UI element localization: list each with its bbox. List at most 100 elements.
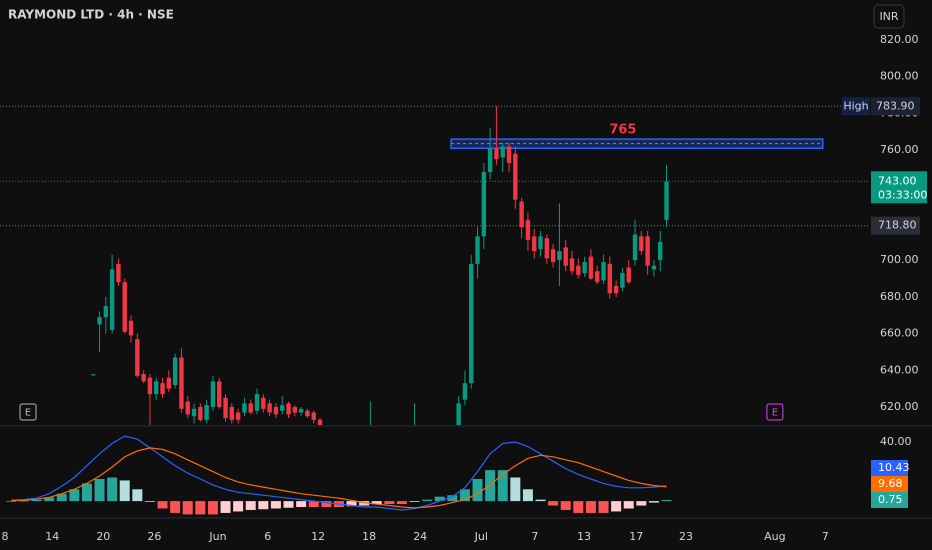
histogram-bar xyxy=(459,489,470,502)
candle-body xyxy=(204,405,209,420)
y-tick-label: 800.00 xyxy=(880,70,919,83)
candle-body xyxy=(469,263,474,384)
macd-pane xyxy=(6,435,672,515)
histogram-bar xyxy=(522,489,533,502)
histogram-bar xyxy=(81,483,92,502)
candle-body xyxy=(601,262,606,281)
histogram-bar xyxy=(182,501,193,515)
histogram-bar xyxy=(321,501,332,508)
histogram-bar xyxy=(447,495,458,502)
histogram-bar xyxy=(107,477,118,502)
x-tick-label: 26 xyxy=(147,530,161,543)
histogram-bar xyxy=(346,501,357,507)
histogram-bar xyxy=(296,501,307,508)
candle-body xyxy=(513,153,518,200)
event-marker[interactable] xyxy=(19,403,37,421)
event-label[interactable]: E xyxy=(25,408,31,419)
macd-tick-label: 40.00 xyxy=(880,435,912,448)
macd-value-label: 9.68 xyxy=(878,477,903,490)
y-tick-label: 660.00 xyxy=(880,327,919,340)
candle-body xyxy=(135,339,140,376)
candle-body xyxy=(109,269,115,330)
candle-body xyxy=(506,146,512,163)
histogram-bar xyxy=(283,501,294,508)
candle-body xyxy=(582,262,587,274)
signal-line xyxy=(11,447,667,509)
histogram-bar xyxy=(56,493,67,502)
candle-body xyxy=(198,407,203,420)
histogram-bar xyxy=(6,501,17,502)
candle-body xyxy=(317,419,323,425)
candle-body xyxy=(166,377,172,389)
histogram-bar xyxy=(245,501,256,510)
candle-body xyxy=(286,403,291,415)
candle-body xyxy=(311,412,316,420)
last-price: 743.00 xyxy=(878,174,917,187)
histogram-bar xyxy=(560,501,571,510)
histogram-bar xyxy=(371,501,382,505)
x-tick-label: 20 xyxy=(96,530,110,543)
candle-body xyxy=(538,236,543,250)
candle-body xyxy=(664,181,669,220)
candle-body xyxy=(651,265,657,270)
candle-body xyxy=(223,397,228,419)
histogram-bar xyxy=(422,499,433,502)
x-tick-label: Jun xyxy=(208,530,226,543)
histogram-bar xyxy=(258,501,269,510)
x-tick-label: 6 xyxy=(264,530,271,543)
x-tick-label: 24 xyxy=(413,530,427,543)
macd-value-box xyxy=(871,492,908,509)
histogram-bar xyxy=(69,489,80,502)
price-pane: 765 xyxy=(0,105,870,425)
candle-body xyxy=(563,247,568,266)
candle-body xyxy=(525,219,531,241)
candle-body xyxy=(103,306,109,318)
candle-body xyxy=(569,258,575,272)
candle-body xyxy=(626,267,631,283)
countdown: 03:33:00 xyxy=(878,188,927,201)
currency-label[interactable]: INR xyxy=(879,10,898,23)
candle-body xyxy=(261,397,266,409)
candle-body xyxy=(620,273,625,288)
histogram-bar xyxy=(144,501,155,502)
candle-body xyxy=(494,148,499,160)
y-tick-label: 700.00 xyxy=(880,253,919,266)
currency-button[interactable] xyxy=(873,4,905,29)
histogram-bar xyxy=(384,501,395,505)
histogram-bar xyxy=(497,470,508,502)
candle-body xyxy=(91,374,96,376)
candle-body xyxy=(519,201,524,228)
y-tick-label: 820.00 xyxy=(880,33,919,46)
y-tick-label: 680.00 xyxy=(880,290,919,303)
event-marker[interactable] xyxy=(766,403,784,421)
histogram-bar xyxy=(636,501,647,506)
candle-body xyxy=(613,285,619,294)
candle-body xyxy=(217,381,222,408)
histogram-bar xyxy=(510,477,521,502)
candle-body xyxy=(254,394,260,411)
candle-body xyxy=(242,403,247,413)
x-tick-label: 12 xyxy=(311,530,325,543)
candle-body xyxy=(487,148,493,173)
event-label[interactable]: E xyxy=(772,408,778,419)
macd-value-label: 0.75 xyxy=(878,493,903,506)
candle-body xyxy=(122,282,127,332)
candle-body xyxy=(280,405,285,411)
macd-value-label: 10.43 xyxy=(878,461,910,474)
candle-body xyxy=(500,146,505,158)
histogram-bar xyxy=(157,501,168,509)
candle-body xyxy=(248,403,253,413)
high-value-box xyxy=(871,97,920,116)
prev-close-box xyxy=(871,216,920,235)
histogram-bar xyxy=(94,478,105,502)
x-tick-label: 23 xyxy=(679,530,693,543)
x-tick-label: 13 xyxy=(577,530,591,543)
candle-body xyxy=(147,377,153,395)
candle-body xyxy=(128,320,134,336)
high-value: 783.90 xyxy=(876,99,915,112)
histogram-bar xyxy=(598,501,609,513)
x-tick-label: Jul xyxy=(474,530,488,543)
macd-value-box xyxy=(871,476,908,493)
